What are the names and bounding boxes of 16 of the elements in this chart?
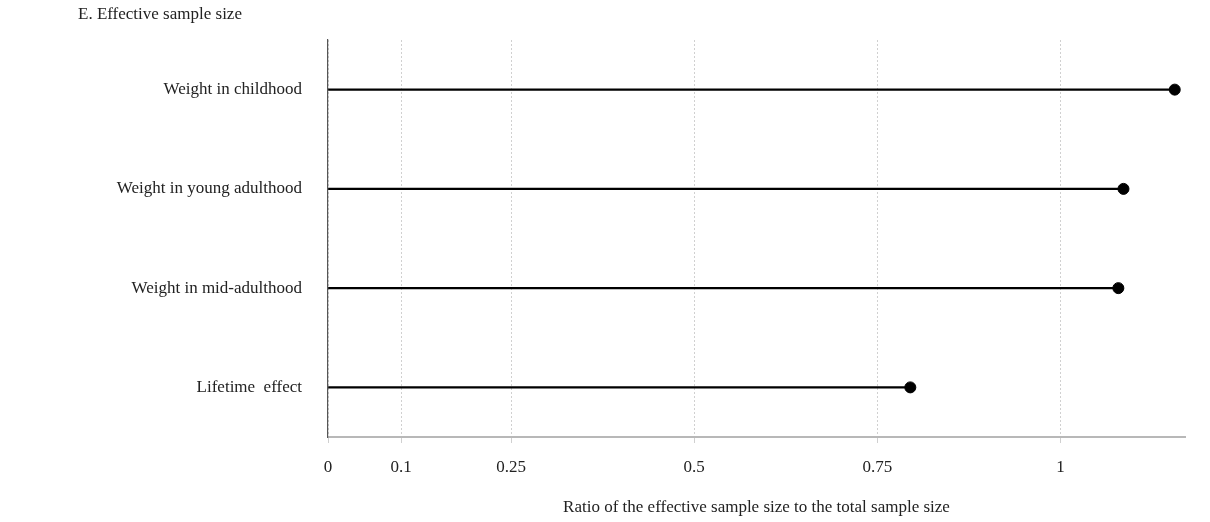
x-tick-label: 1 [1056,456,1065,476]
x-tick-label: 0.5 [683,456,705,476]
point [1112,282,1125,295]
y-tick-label: Weight in childhood [163,79,303,99]
x-axis-title: Ratio of the effective sample size to the total sample size [563,497,950,517]
x-tick-label: 0 [323,456,333,476]
x-tick-label: 0.75 [862,456,893,476]
y-tick-label: Lifetime effect [196,376,303,396]
text: E. Effective sample size [78,4,242,24]
point [1117,182,1130,195]
x-tick-label: 0.25 [496,456,526,476]
y-tick-label: Weight in young adulthood [116,178,303,198]
point [904,381,917,394]
point [1168,83,1181,96]
x-tick-label: 0.1 [390,456,412,476]
y-tick-label: Weight in mid-adulthood [131,277,303,297]
